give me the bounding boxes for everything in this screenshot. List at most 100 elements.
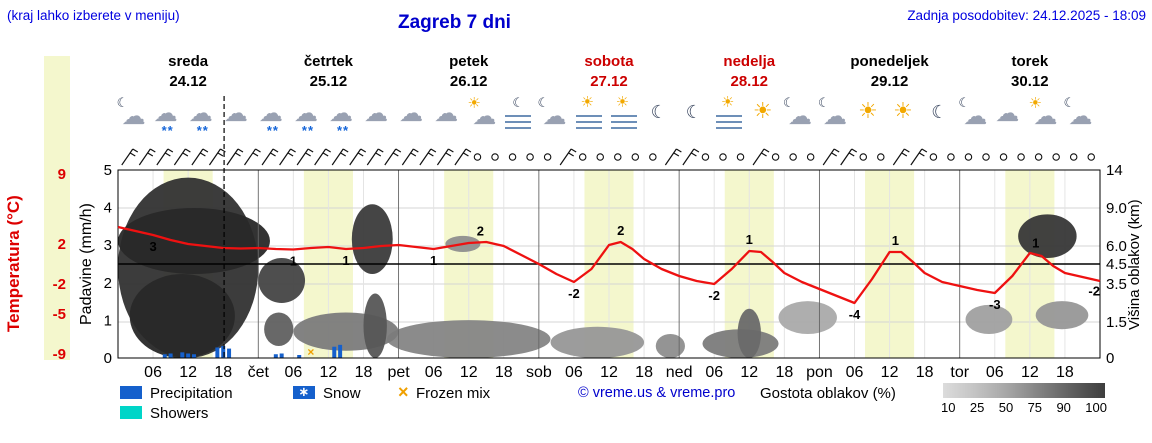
cloud-blob xyxy=(363,293,387,358)
hour-tick: 12 xyxy=(740,364,758,381)
temp-point-label: 1 xyxy=(342,253,349,268)
wind-calm-icon xyxy=(771,153,780,161)
wind-calm-icon xyxy=(719,153,727,161)
legend-row-1: Precipitation ∗ Snow × Frozen mix © vrem… xyxy=(0,382,1152,402)
wind-barb-icon xyxy=(419,148,437,166)
wind-barb-icon xyxy=(822,148,840,166)
wind-calm-icon xyxy=(1087,153,1095,161)
cloud-blob xyxy=(258,258,306,303)
day-date: 25.12 xyxy=(309,73,348,91)
hour-tick: 18 xyxy=(775,364,793,381)
wind-barb-icon xyxy=(840,148,858,166)
temp-point-label: 1 xyxy=(1032,236,1039,251)
cloud-blob xyxy=(129,274,235,358)
day-abbr-tick: čet xyxy=(248,364,270,381)
frozen-mix-label: Frozen mix xyxy=(416,385,491,402)
hour-tick: 12 xyxy=(600,364,618,381)
temp-axis-highlight xyxy=(44,56,70,360)
wind-calm-icon xyxy=(631,153,640,161)
wind-barb-icon xyxy=(138,148,156,166)
wind-calm-icon xyxy=(649,153,657,161)
day-date: 24.12 xyxy=(169,73,207,91)
hour-tick: 12 xyxy=(1021,364,1039,381)
hour-tick: 12 xyxy=(881,364,899,381)
snow-bar xyxy=(191,354,196,358)
hour-tick: 18 xyxy=(214,364,232,381)
day-name: petek xyxy=(449,53,489,70)
wind-barb-icon xyxy=(314,148,331,166)
cloud-height-tick: 9.0 xyxy=(1106,200,1127,217)
temp-tick: -9 xyxy=(53,346,66,363)
hour-tick: 18 xyxy=(635,364,653,381)
temperature-line xyxy=(117,225,1101,305)
wind-barb-icon xyxy=(156,148,174,166)
hour-tick: 12 xyxy=(460,364,478,381)
wind-barb-icon xyxy=(892,148,910,166)
temp-tick: 9 xyxy=(58,166,66,183)
showers-swatch xyxy=(120,406,142,419)
hour-tick: 06 xyxy=(986,364,1004,381)
wind-barb-icon xyxy=(191,148,209,166)
precipitation-label: Precipitation xyxy=(150,385,233,402)
cloud-density-stop: 100 xyxy=(1085,400,1107,415)
wind-barb-icon xyxy=(173,148,191,166)
page-title: Zagreb 7 dni xyxy=(398,12,511,33)
plot-border xyxy=(117,169,1101,359)
snow-bar xyxy=(297,354,302,358)
wind-calm-icon xyxy=(929,153,938,161)
hour-tick: 06 xyxy=(425,364,443,381)
day-name: nedelja xyxy=(723,53,776,70)
precip-bar xyxy=(338,344,343,358)
snow-swatch: ∗ xyxy=(293,384,315,399)
snow-bar xyxy=(186,353,191,358)
frozen-mix-icon: × xyxy=(398,382,409,402)
cloud-height-tick: 0 xyxy=(1106,350,1114,367)
day-abbr-tick: tor xyxy=(950,364,969,381)
day-abbr-tick: ned xyxy=(666,364,693,381)
wind-barb-icon xyxy=(121,148,139,166)
wind-barb-icon xyxy=(366,148,384,166)
hour-tick: 18 xyxy=(1056,364,1074,381)
wind-calm-icon xyxy=(1052,153,1060,161)
wind-calm-icon xyxy=(859,153,868,161)
wind-barb-icon xyxy=(208,148,226,166)
temp-point-label: 1 xyxy=(892,233,899,248)
last-update-text: Zadnja posodobitev: 24.12.2025 - 18:09 xyxy=(907,8,1146,23)
day-name: ponedeljek xyxy=(850,53,929,70)
snow-bar xyxy=(168,353,173,358)
wind-barb-icon xyxy=(261,148,279,166)
precip-tick: 1 xyxy=(104,312,112,329)
wind-calm-icon xyxy=(596,153,604,161)
wind-calm-icon xyxy=(1069,153,1078,161)
temp-point-label: -2 xyxy=(568,286,580,301)
day-name: sobota xyxy=(584,53,634,70)
day-header-ponedeljek: ponedeljek 29.12 xyxy=(819,52,959,92)
wind-calm-icon xyxy=(1034,153,1043,161)
snow-bar xyxy=(162,354,167,358)
wind-barb-icon xyxy=(454,148,472,166)
cloud-blob xyxy=(1018,214,1077,258)
wind-barb-icon xyxy=(752,148,770,166)
hour-tick: 12 xyxy=(179,364,197,381)
precip-tick: 2 xyxy=(104,275,112,292)
cloud-blob xyxy=(386,320,551,358)
temp-point-label: 1 xyxy=(430,253,437,268)
cloud-height-tick: 4.5 xyxy=(1106,256,1127,273)
credit-link[interactable]: © vreme.us & vreme.pro xyxy=(578,385,736,401)
cloud-density-stop: 90 xyxy=(1056,400,1071,415)
hour-tick: 06 xyxy=(705,364,723,381)
wind-calm-icon xyxy=(964,153,973,161)
hour-tick: 18 xyxy=(355,364,373,381)
day-name: sreda xyxy=(168,53,209,70)
cloud-density-gradient xyxy=(943,383,1105,398)
day-date: 29.12 xyxy=(870,73,909,91)
day-date: 30.12 xyxy=(1011,73,1049,91)
wind-barb-icon xyxy=(226,148,244,166)
wind-barb-icon xyxy=(401,148,419,166)
day-header-sobota: sobota 27.12 xyxy=(539,52,679,92)
wind-calm-icon xyxy=(508,153,517,161)
snow-star-icon: ∗ xyxy=(298,384,310,399)
day-headers: sreda 24.12 četrtek 25.12 petek 26.12 sobota 27… xyxy=(118,52,1100,92)
temp-point-label: 2 xyxy=(477,223,484,238)
wind-calm-icon xyxy=(578,153,587,161)
